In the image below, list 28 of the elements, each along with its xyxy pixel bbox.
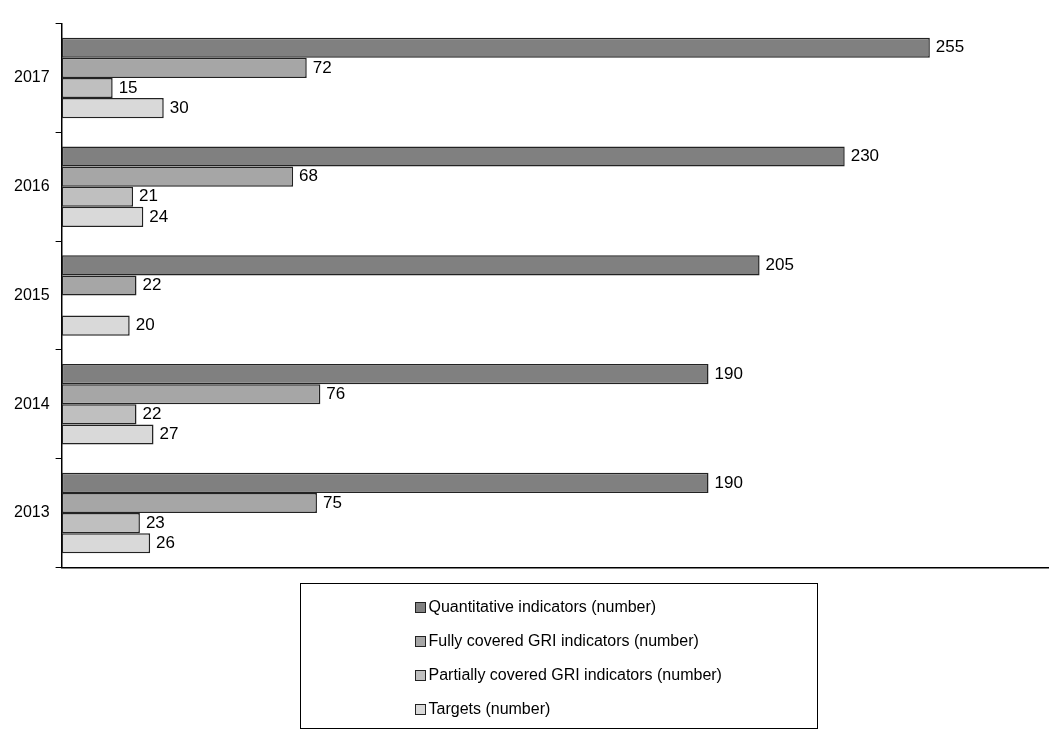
data-label: 230 xyxy=(850,146,880,166)
legend-label: Partially covered GRI indicators (number) xyxy=(428,666,722,684)
data-label: 190 xyxy=(714,472,743,492)
data-label: 22 xyxy=(142,275,162,295)
data-label: 15 xyxy=(118,77,138,97)
data-label: 72 xyxy=(312,57,332,77)
legend-label: Quantitative indicators (number) xyxy=(428,598,657,616)
legend-label: Targets (number) xyxy=(428,700,551,718)
data-label: 76 xyxy=(326,383,346,403)
data-label: 23 xyxy=(145,512,165,532)
y-tick-label: 2013 xyxy=(14,503,50,521)
data-label: 24 xyxy=(149,206,169,226)
data-label: 20 xyxy=(135,315,155,335)
data-label: 205 xyxy=(765,255,794,275)
data-label: 27 xyxy=(159,424,179,444)
data-label: 190 xyxy=(714,363,743,383)
data-label: 75 xyxy=(322,492,342,512)
y-tick-label: 2014 xyxy=(14,394,50,412)
y-tick-label: 2017 xyxy=(14,68,50,86)
data-label: 22 xyxy=(142,404,162,424)
y-tick-label: 2016 xyxy=(14,177,50,195)
legend-label: Fully covered GRI indicators (number) xyxy=(428,632,699,650)
y-tick-label: 2015 xyxy=(14,285,50,303)
data-label: 30 xyxy=(169,97,189,117)
data-label: 21 xyxy=(139,186,159,206)
data-label: 255 xyxy=(935,37,965,57)
data-label: 68 xyxy=(299,166,319,186)
data-label: 26 xyxy=(156,532,176,552)
